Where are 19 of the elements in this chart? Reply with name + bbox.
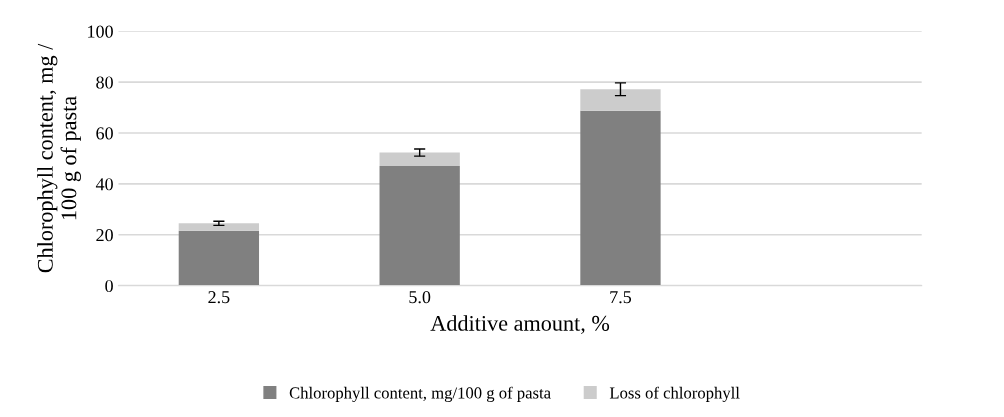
y-tick-label: 20: [96, 229, 113, 242]
bar: [178, 223, 260, 231]
bar: [580, 110, 661, 286]
legend-label: Chlorophyll content, mg/100 g of pasta: [289, 386, 551, 402]
bar: [379, 152, 460, 167]
bar: [379, 166, 460, 286]
y-tick-label: 60: [96, 127, 113, 140]
bar: [178, 230, 260, 286]
y-tick-label: 0: [105, 279, 113, 293]
x-tick-label: 2.5: [208, 291, 230, 304]
y-tick-label: 80: [96, 76, 113, 89]
y-tick-label: 40: [95, 178, 113, 191]
bar: [580, 89, 661, 111]
y-tick-label: 100: [88, 25, 113, 38]
x-axis-title: Additive amount, %: [430, 315, 610, 335]
y-axis-title: Chlorophyll content, mg / 100 g of pasta: [37, 43, 81, 273]
x-tick-label: 7.5: [610, 291, 632, 304]
legend-label: Loss of chlorophyll: [609, 386, 740, 402]
x-tick-label: 5.0: [409, 291, 431, 304]
